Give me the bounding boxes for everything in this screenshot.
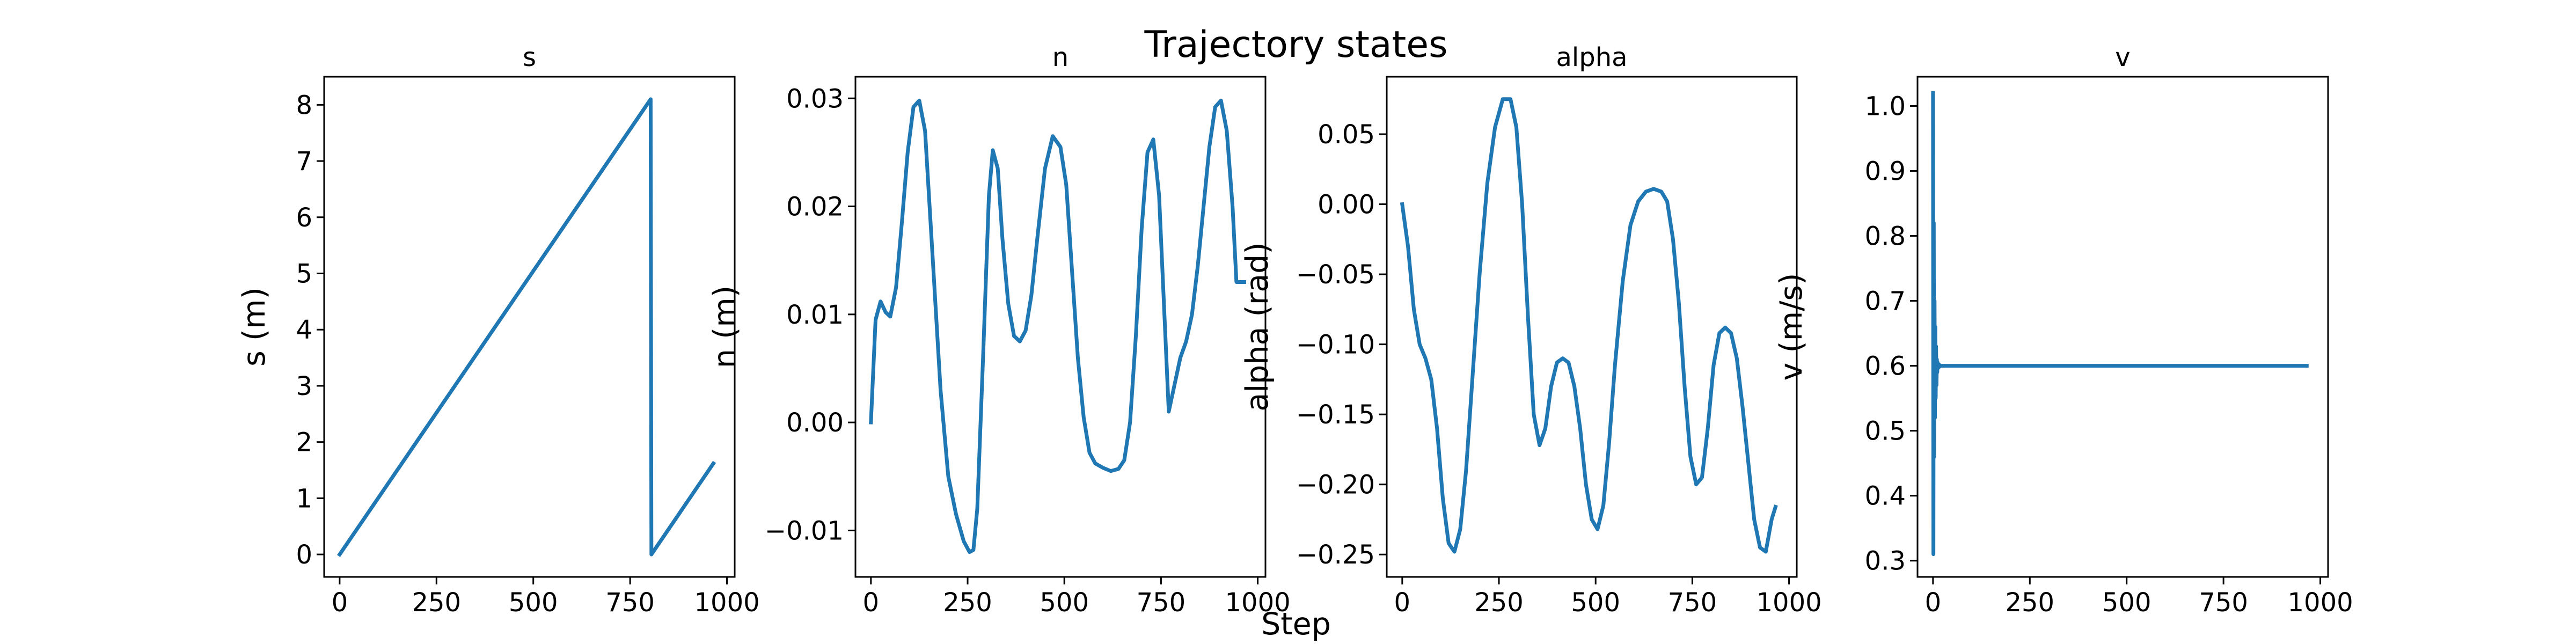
x-tick-label: 250 bbox=[943, 588, 992, 618]
y-tick-label: 0.03 bbox=[786, 84, 844, 114]
y-tick-label: 4 bbox=[296, 315, 312, 345]
x-tick-label: 750 bbox=[2199, 588, 2248, 618]
x-tick-label: 0 bbox=[863, 588, 880, 618]
y-tick-label: 8 bbox=[296, 90, 312, 120]
x-tick-label: 750 bbox=[605, 588, 655, 618]
series-line-s bbox=[337, 97, 716, 557]
y-tick-label: 0.00 bbox=[1318, 190, 1375, 220]
y-tick-label: 6 bbox=[296, 203, 312, 233]
y-tick-label: 1.0 bbox=[1865, 91, 1906, 121]
x-tick-label: 750 bbox=[1668, 588, 1717, 618]
y-tick-label: 0.00 bbox=[786, 408, 844, 438]
axes-frame bbox=[854, 76, 1267, 578]
axes-frame bbox=[1916, 76, 2329, 578]
series-line-n bbox=[869, 98, 1246, 554]
x-tick-label: 0 bbox=[1925, 588, 1942, 618]
y-tick-label: −0.05 bbox=[1296, 260, 1375, 290]
subplot-alpha: alpha alpha (rad) 0 250 500 750 1000 −0.25 −0.20… bbox=[1240, 42, 1822, 618]
y-axis-label: s (m) bbox=[237, 287, 272, 367]
x-tick-label: 1000 bbox=[1757, 588, 1822, 618]
y-tick-label: −0.15 bbox=[1296, 400, 1375, 430]
x-tick-label: 500 bbox=[2102, 588, 2151, 618]
y-tick-label: 0.5 bbox=[1865, 416, 1906, 447]
x-tick-label: 1000 bbox=[1225, 588, 1291, 618]
y-tick-label: 0.01 bbox=[786, 300, 844, 330]
subplot-s: s s (m) 0 250 500 750 1000 0 1 2 3 4 5 6 7 8 bbox=[237, 42, 760, 618]
subplot-title: n bbox=[1052, 42, 1069, 72]
y-axis-label: v (m/s) bbox=[1774, 273, 1809, 381]
y-tick-label: 0.9 bbox=[1865, 157, 1906, 187]
x-tick-label: 1000 bbox=[2287, 588, 2353, 618]
subplot-title: alpha bbox=[1556, 42, 1627, 72]
y-axis-label: n (m) bbox=[707, 286, 743, 368]
y-tick-label: 0.3 bbox=[1865, 546, 1906, 576]
y-tick-label: 0.05 bbox=[1318, 120, 1375, 150]
y-tick-label: 7 bbox=[296, 147, 312, 177]
y-tick-label: 0.02 bbox=[786, 192, 844, 222]
axes-frame bbox=[323, 76, 736, 578]
y-tick-label: 0 bbox=[296, 540, 312, 570]
subplot-n: n n (m) 0 250 500 750 1000 −0.01 0.00 0.01 0.02 0.0… bbox=[707, 42, 1291, 618]
y-tick-label: −0.01 bbox=[765, 516, 844, 546]
x-tick-label: 500 bbox=[1571, 588, 1620, 618]
subplot-v: v v (m/s) 0 250 500 750 1000 0.3 0.4 0.5 0.6 0.7 0.8… bbox=[1774, 42, 2353, 618]
y-tick-label: 0.4 bbox=[1865, 481, 1906, 511]
y-tick-label: −0.25 bbox=[1296, 540, 1375, 570]
y-tick-label: 1 bbox=[296, 484, 312, 514]
x-tick-label: 1000 bbox=[694, 588, 759, 618]
subplot-title: s bbox=[523, 42, 536, 72]
figure-title: Trajectory states bbox=[1144, 24, 1447, 66]
y-axis-label: alpha (rad) bbox=[1240, 242, 1275, 411]
y-tick-label: 0.7 bbox=[1865, 287, 1906, 317]
subplot-title: v bbox=[2115, 42, 2130, 72]
y-tick-label: −0.20 bbox=[1296, 470, 1375, 500]
y-tick-label: 2 bbox=[296, 428, 312, 458]
x-tick-label: 750 bbox=[1137, 588, 1186, 618]
x-tick-label: 0 bbox=[332, 588, 348, 618]
y-tick-label: 5 bbox=[296, 259, 312, 289]
axes-frame bbox=[1386, 76, 1798, 578]
x-tick-label: 500 bbox=[1040, 588, 1089, 618]
x-tick-label: 250 bbox=[2005, 588, 2054, 618]
subplot-panels: s s (m) 0 250 500 750 1000 0 1 2 3 4 5 6 7 8 n n (m) 0 250 5… bbox=[237, 42, 2353, 618]
y-tick-label: −0.10 bbox=[1296, 330, 1375, 360]
y-tick-label: 0.8 bbox=[1865, 222, 1906, 252]
x-tick-label: 500 bbox=[509, 588, 558, 618]
y-tick-label: 3 bbox=[296, 371, 312, 401]
x-tick-label: 250 bbox=[412, 588, 461, 618]
x-tick-label: 250 bbox=[1474, 588, 1524, 618]
x-tick-label: 0 bbox=[1394, 588, 1411, 618]
figure-x-label: Step bbox=[1261, 606, 1331, 642]
series-line-alpha bbox=[1400, 97, 1778, 554]
series-line-v bbox=[1931, 91, 2309, 557]
y-tick-label: 0.6 bbox=[1865, 352, 1906, 382]
